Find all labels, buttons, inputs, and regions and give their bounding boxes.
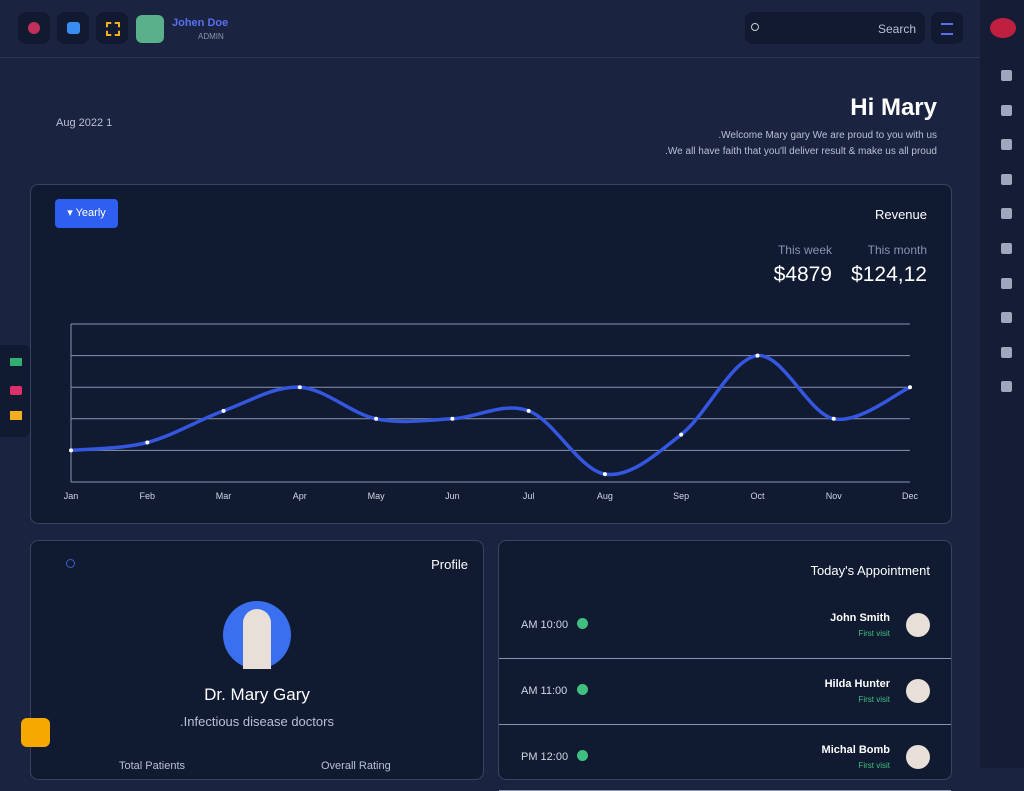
patient-name: Hilda Hunter xyxy=(824,678,890,690)
floating-toolbar xyxy=(0,345,30,437)
stat-value: $124,12 xyxy=(851,263,927,286)
x-tick-label: Sep xyxy=(673,491,689,501)
check-icon xyxy=(577,618,588,629)
revenue-chart: Jan Feb Mar Apr May Jun Jul Aug Sep Oct Nov Dec xyxy=(64,323,919,501)
profile-stat-label: Overall Rating xyxy=(321,760,391,772)
data-point xyxy=(145,440,150,445)
profile-stat-label: Total Patients xyxy=(119,760,186,772)
profile-title: Profile xyxy=(431,557,468,572)
settings-icon[interactable] xyxy=(66,559,75,568)
user-name: Johen Doe xyxy=(172,17,229,29)
appointment-row: AM 11:00 Hilda Hunter First visit xyxy=(499,658,951,725)
sidebar-icon[interactable] xyxy=(1001,277,1012,289)
x-tick-label: Oct xyxy=(750,491,765,501)
sidebar-icon[interactable] xyxy=(1001,104,1012,116)
data-point xyxy=(221,408,226,413)
tool-icon[interactable] xyxy=(10,358,22,366)
data-point xyxy=(602,472,607,477)
search-box[interactable]: Search xyxy=(745,12,925,44)
filter-label: Yearly xyxy=(75,207,106,219)
chat-button[interactable] xyxy=(21,718,50,747)
profile-card: Profile Dr. Mary Gary .Infectious diseas… xyxy=(30,540,484,780)
profile-avatar xyxy=(223,601,291,669)
data-point xyxy=(69,448,73,453)
x-tick-label: Aug xyxy=(597,491,613,501)
x-tick-label: Jun xyxy=(445,491,460,501)
menu-button[interactable] xyxy=(931,12,963,44)
patient-avatar xyxy=(906,745,930,769)
sidebar-icon[interactable] xyxy=(1001,139,1012,151)
x-tick-label: Nov xyxy=(826,491,843,501)
check-icon xyxy=(577,684,588,695)
revenue-line xyxy=(70,353,911,477)
sidebar-icon[interactable] xyxy=(1001,312,1012,324)
revenue-title: Revenue xyxy=(874,207,927,222)
icon-button[interactable] xyxy=(18,12,50,44)
visit-status: First visit xyxy=(858,761,890,770)
sidebar-icon[interactable] xyxy=(1001,243,1012,254)
x-tick-label: Feb xyxy=(140,491,156,501)
profile-name: Dr. Mary Gary xyxy=(204,685,310,704)
tool-icon[interactable] xyxy=(10,386,22,395)
data-point xyxy=(297,385,302,390)
greeting-line: .We all have faith that you'll deliver r… xyxy=(665,146,937,157)
data-point xyxy=(526,408,531,413)
appointment-time: AM 11:00 xyxy=(521,685,568,697)
sidebar-icon[interactable] xyxy=(1001,381,1012,393)
user-role: ADMIN xyxy=(198,32,224,41)
date: Aug 2022 1 xyxy=(56,117,113,129)
appointment-row: AM 10:00 John Smith First visit xyxy=(499,592,951,659)
visit-status: First visit xyxy=(858,629,890,638)
sidebar-icon[interactable] xyxy=(1001,208,1012,220)
x-tick-label: Dec xyxy=(902,491,919,501)
x-tick-label: Jan xyxy=(64,491,79,501)
greeting-title: Hi Mary xyxy=(850,94,937,121)
stat-label: This week xyxy=(777,243,832,257)
appointment-row: PM 12:00 Michal Bomb First visit xyxy=(499,724,951,791)
patient-avatar xyxy=(906,613,930,637)
stat-value: $4879 xyxy=(773,263,832,286)
icon-button[interactable] xyxy=(96,12,128,44)
sidebar-icon[interactable] xyxy=(1001,346,1012,358)
check-icon xyxy=(577,750,588,761)
data-point xyxy=(908,385,912,390)
tool-icon[interactable] xyxy=(10,411,22,420)
search-placeholder: Search xyxy=(877,22,916,36)
data-point xyxy=(755,353,760,358)
sidebar-icon[interactable] xyxy=(1001,173,1012,185)
appointments-title: Today's Appointment xyxy=(810,563,930,578)
patient-name: John Smith xyxy=(830,612,890,624)
data-point xyxy=(374,416,379,421)
icon-button[interactable] xyxy=(57,12,89,44)
appointment-time: AM 10:00 xyxy=(521,619,569,631)
appointment-time: PM 12:00 xyxy=(521,751,569,763)
data-point xyxy=(831,416,836,421)
sidebar-icon[interactable] xyxy=(1001,70,1012,81)
stat-label: This month xyxy=(867,243,927,257)
patient-name: Michal Bomb xyxy=(821,744,890,756)
filter-button[interactable]: ▾ Yearly xyxy=(55,199,118,228)
patient-avatar xyxy=(906,679,930,703)
appointments-card: Today's Appointment AM 10:00 John Smith Fi… xyxy=(498,540,952,791)
x-tick-label: Jul xyxy=(523,491,535,501)
data-point xyxy=(450,416,455,421)
x-tick-label: Apr xyxy=(293,491,307,501)
profile-specialty: .Infectious disease doctors xyxy=(180,714,334,729)
visit-status: First visit xyxy=(858,695,890,704)
logo xyxy=(990,18,1016,38)
x-tick-label: Mar xyxy=(216,491,232,501)
data-point xyxy=(679,432,684,437)
x-tick-label: May xyxy=(368,491,386,501)
revenue-card: ▾ Yearly Revenue This week $4879 This mo… xyxy=(30,184,952,524)
greeting-line: .Welcome Mary gary We are proud to you w… xyxy=(718,130,937,141)
avatar[interactable] xyxy=(136,15,164,43)
